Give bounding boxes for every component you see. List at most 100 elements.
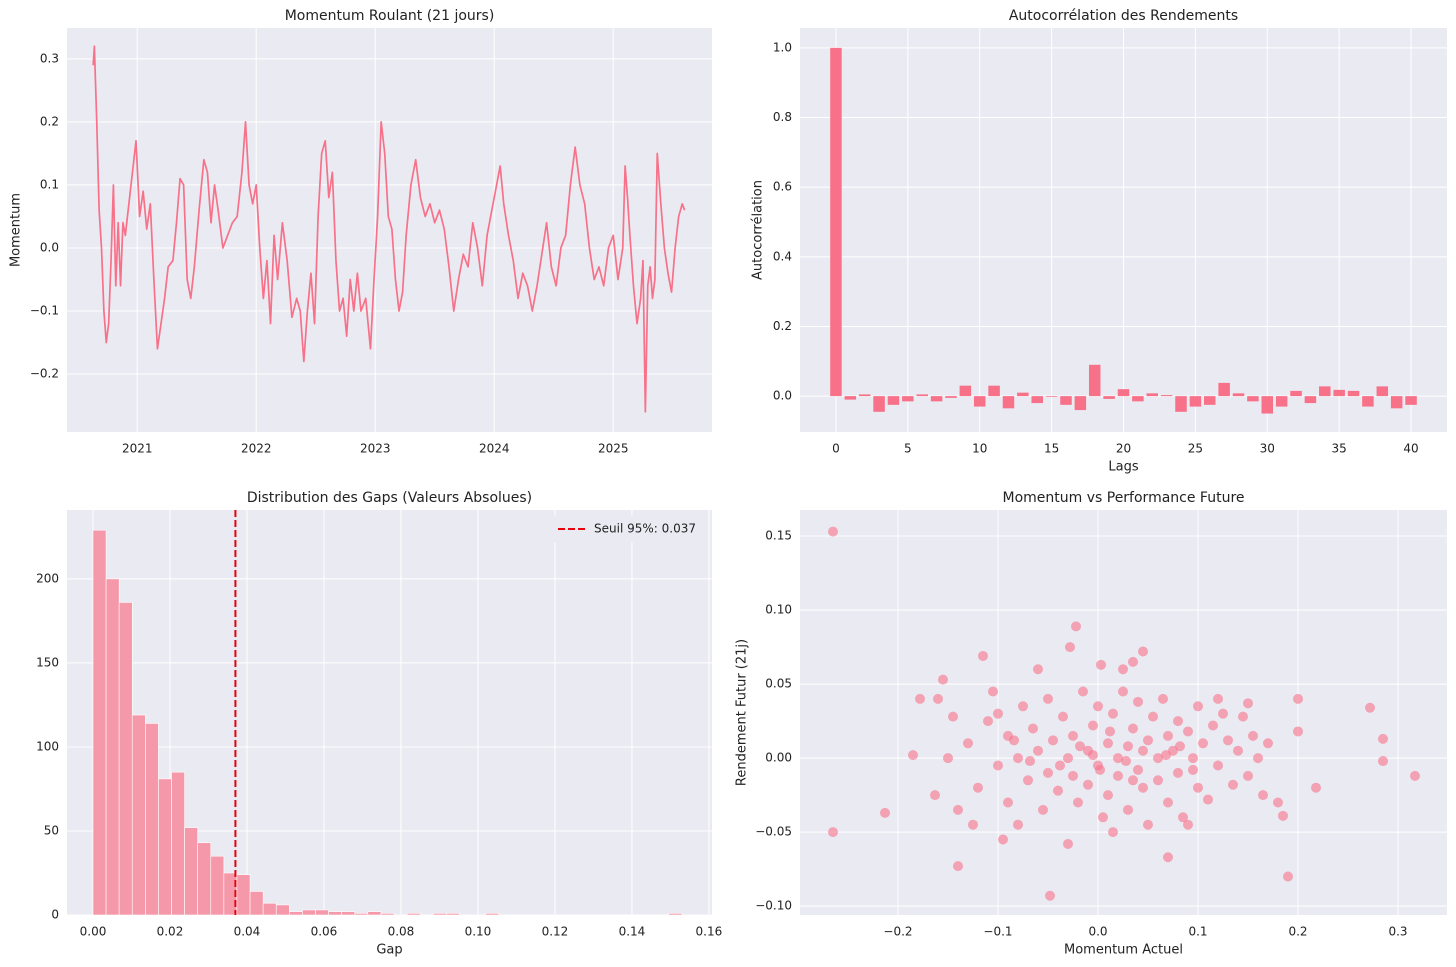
scatter-point [1055, 760, 1065, 771]
x-tick-label: 0.08 [388, 925, 415, 939]
y-axis-label: Momentum [9, 193, 24, 267]
x-tick-label: 2022 [241, 442, 272, 456]
y-tick-label: 1.0 [773, 40, 792, 54]
bar [1132, 396, 1144, 402]
bar [1002, 396, 1015, 409]
scatter-point [1143, 735, 1153, 746]
scatter-point [1063, 838, 1073, 849]
y-tick-label: 0.00 [765, 751, 792, 765]
scatter-point [1365, 702, 1375, 713]
scatter-point [1013, 819, 1023, 830]
scatter-point [1148, 711, 1158, 722]
histogram-bar [406, 913, 421, 916]
scatter-point [1258, 790, 1268, 801]
bar [858, 394, 871, 397]
bar [945, 396, 957, 398]
bar [1405, 396, 1417, 405]
y-tick-label: 150 [36, 655, 59, 669]
histogram-bar [668, 913, 683, 916]
histogram-bar [341, 911, 356, 916]
scatter-point [1058, 711, 1068, 722]
bar [1189, 396, 1202, 407]
scatter-point [1105, 726, 1115, 737]
y-tick-label: 0.2 [773, 319, 792, 333]
scatter-point [880, 807, 890, 818]
x-tick-label: 0.2 [1288, 925, 1307, 939]
chart-title: Momentum vs Performance Future [1003, 490, 1245, 506]
histogram-bar [446, 913, 460, 916]
histogram-bar [158, 778, 172, 916]
scatter-point [1193, 701, 1203, 712]
histogram-bar [354, 913, 369, 916]
y-tick-label: −0.2 [30, 367, 59, 381]
scatter-point [968, 819, 978, 830]
histogram-bar [105, 578, 120, 916]
bar [988, 385, 1000, 397]
x-tick-label: 2024 [479, 442, 510, 456]
scatter-point [1043, 767, 1053, 778]
y-tick-label: 100 [36, 739, 59, 753]
histogram-bar [289, 911, 303, 916]
scatter-point [1113, 770, 1123, 781]
y-tick-label: 0.05 [765, 677, 792, 691]
scatter-point [828, 526, 838, 537]
scatter-point [1138, 782, 1148, 793]
y-tick-label: −0.1 [30, 303, 59, 317]
scatter-point [1045, 890, 1055, 901]
scatter-point [1243, 770, 1253, 781]
scatter-point [1096, 659, 1106, 670]
y-tick-label: 0.3 [40, 51, 59, 65]
histogram-bar [380, 913, 395, 916]
scatter-point [1033, 664, 1043, 675]
scatter-point [978, 650, 988, 661]
scatter-point [1063, 753, 1073, 764]
scatter-point [1095, 764, 1105, 775]
bar [1074, 396, 1087, 411]
histogram-bar [275, 904, 290, 916]
bar [1333, 389, 1345, 397]
chart-title: Momentum Roulant (21 jours) [285, 8, 495, 24]
scatter-point [915, 693, 925, 704]
scatter-point [1093, 701, 1103, 712]
y-tick-label: 50 [44, 823, 59, 837]
scatter-point [1248, 730, 1258, 741]
bar [1319, 386, 1331, 397]
scatter-point [953, 861, 963, 872]
histogram-bar [315, 909, 329, 916]
bar [1117, 389, 1130, 397]
scatter-point [1025, 756, 1035, 767]
bar [1017, 392, 1029, 397]
bar [1103, 396, 1115, 399]
histogram-bar [184, 827, 198, 916]
x-tick-label: 0.3 [1388, 925, 1407, 939]
x-tick-label: 5 [904, 442, 912, 456]
histogram-bar [328, 911, 342, 916]
scatter-point [1103, 790, 1113, 801]
histogram-bar [171, 771, 185, 916]
x-tick-label: 0.1 [1188, 925, 1207, 939]
legend-box [549, 515, 705, 543]
scatter-point [1123, 804, 1133, 815]
scatter-point [1043, 693, 1053, 704]
histogram-bar [210, 855, 225, 916]
histogram-bar [367, 911, 382, 916]
scatter-point [1161, 750, 1171, 761]
scatter-point [938, 674, 948, 685]
x-tick-label: 2021 [122, 442, 153, 456]
bar [1218, 382, 1230, 397]
legend: Seuil 95%: 0.037 [549, 515, 705, 543]
x-tick-label: 20 [1116, 442, 1131, 456]
scatter-point [1083, 779, 1093, 790]
scatter-point [1378, 733, 1388, 744]
x-tick-label: 40 [1403, 442, 1418, 456]
scatter-point [1068, 770, 1078, 781]
x-axis-label: Momentum Actuel [1064, 943, 1183, 958]
y-tick-label: 0.0 [40, 240, 59, 254]
scatter-point [1213, 693, 1223, 704]
scatter-point [1133, 696, 1143, 707]
scatter-point [973, 782, 983, 793]
scatter-point [1203, 794, 1213, 805]
bar [916, 394, 928, 397]
x-tick-label: 0.00 [80, 925, 107, 939]
